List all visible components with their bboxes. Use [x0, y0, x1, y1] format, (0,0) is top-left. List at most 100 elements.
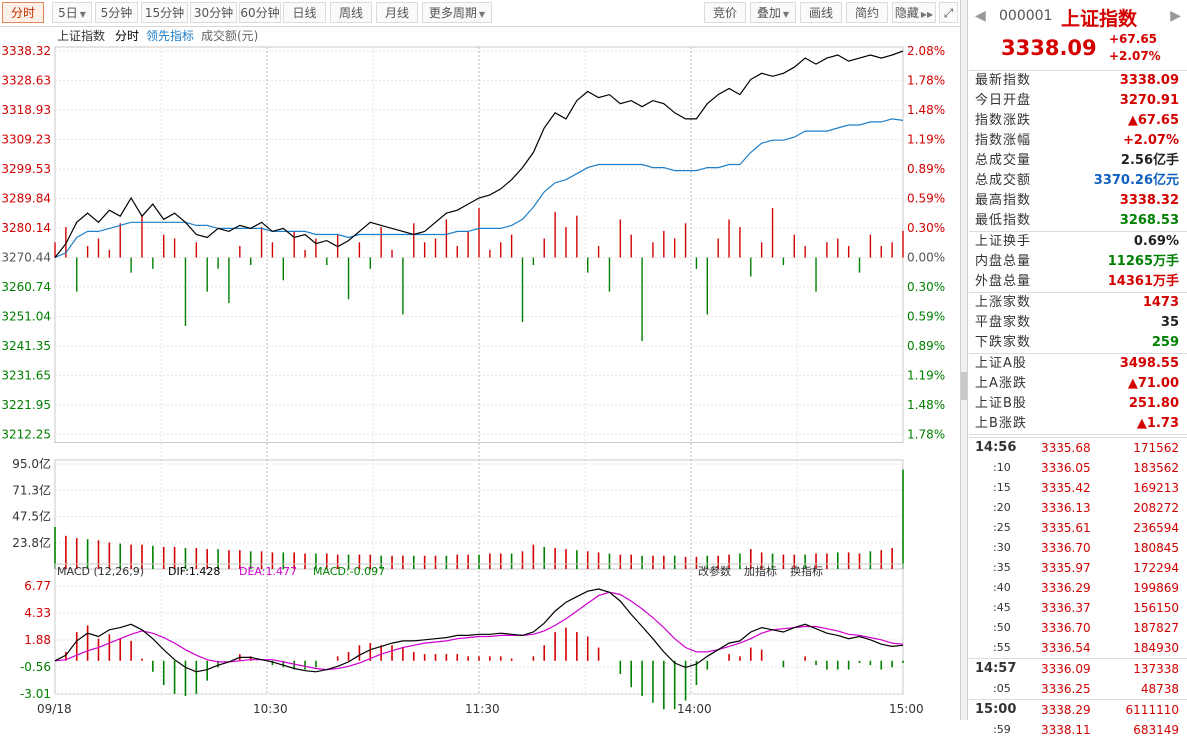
- tab-more-periods[interactable]: 更多周期 ▼: [422, 2, 492, 23]
- tab-weekly[interactable]: 周线: [330, 2, 372, 23]
- tab-5day-label: 5日: [58, 6, 78, 20]
- tick-price: 3336.13: [1041, 501, 1091, 515]
- tick-time: :35: [993, 561, 1011, 574]
- stat-row: 最高指数 3338.32: [969, 191, 1187, 211]
- tick-time: 14:57: [975, 661, 1017, 676]
- quote-panel: ◀ 000001 上证指数 ▶ 3338.09 +67.65 +2.07% 最新…: [969, 0, 1187, 737]
- tick-price: 3338.29: [1041, 703, 1091, 717]
- tick-time: :59: [993, 723, 1011, 736]
- collapse-handle-icon[interactable]: [961, 372, 967, 400]
- fullscreen-icon[interactable]: ⤢: [939, 2, 958, 23]
- macd-button: 改参数: [698, 564, 731, 578]
- auction-button[interactable]: 竞价: [704, 2, 746, 23]
- tick-time: :45: [993, 601, 1011, 614]
- volume-tick-label: 71.3亿: [12, 482, 51, 497]
- stat-row: 内盘总量 11265万手: [969, 252, 1187, 272]
- tab-5min[interactable]: 5分钟: [95, 2, 138, 23]
- tick-time: :15: [993, 481, 1011, 494]
- tick-volume: 208272: [1133, 501, 1179, 515]
- price-tick-label: 3338.32: [1, 44, 51, 58]
- tick-time: :20: [993, 501, 1011, 514]
- time-axis-label: 14:00: [677, 702, 712, 716]
- stat-value: 2.56亿手: [1120, 153, 1179, 168]
- tick-row: :59 3338.11 683149: [969, 720, 1187, 740]
- stat-label: 总成交量: [975, 153, 1032, 168]
- pct-tick-label: 1.48%: [907, 103, 945, 117]
- tab-5day[interactable]: 5日 ▼: [52, 2, 92, 23]
- tab-daily[interactable]: 日线: [283, 2, 326, 23]
- stat-value: 3270.91: [1119, 93, 1179, 108]
- tick-volume: 183562: [1133, 461, 1179, 475]
- stat-label: 最新指数: [975, 73, 1032, 88]
- macd-dea-line: [54, 591, 904, 671]
- stat-row: 上B涨跌 ▲1.73: [969, 414, 1187, 434]
- price-tick-label: 3280.14: [1, 221, 51, 235]
- price-tick-label: 3318.93: [1, 103, 51, 117]
- hide-button[interactable]: 隐藏 ▶▶: [892, 2, 936, 23]
- price-tick-label: 3221.95: [1, 398, 51, 412]
- tab-15min[interactable]: 15分钟: [141, 2, 188, 23]
- macd-button: 加指标: [744, 564, 777, 578]
- stat-row: 今日开盘 3270.91: [969, 91, 1187, 111]
- stat-row: 上证换手 0.69%: [969, 232, 1187, 252]
- tick-row: :10 3336.05 183562: [969, 458, 1187, 478]
- volume-tick-label: 95.0亿: [12, 456, 51, 471]
- avg-price-line: [54, 118, 904, 259]
- stat-value: 3370.26亿元: [1093, 173, 1179, 188]
- overlay-label: 叠加: [756, 6, 781, 20]
- macd-tick-label: -3.01: [20, 687, 51, 701]
- stat-label: 最低指数: [975, 213, 1032, 228]
- stat-value: 3498.55: [1119, 356, 1179, 371]
- tab-timeshare[interactable]: 分时: [2, 2, 44, 23]
- pct-tick-label: 0.30%: [907, 221, 945, 235]
- tick-row: :55 3336.54 184930: [969, 638, 1187, 658]
- overlay-button[interactable]: 叠加 ▼: [750, 2, 796, 23]
- draw-button[interactable]: 画线: [800, 2, 842, 23]
- pct-tick-label: 1.78%: [907, 74, 945, 88]
- stat-value: 11265万手: [1107, 254, 1179, 269]
- macd-tick-label: -0.56: [20, 660, 51, 674]
- simple-button[interactable]: 简约: [846, 2, 888, 23]
- tab-60min[interactable]: 60分钟: [239, 2, 281, 23]
- tick-price: 3336.70: [1041, 621, 1091, 635]
- chevron-down-icon: ▼: [478, 10, 486, 19]
- tick-volume: 6111110: [1125, 703, 1179, 717]
- tick-price: 3336.09: [1041, 662, 1091, 676]
- prev-arrow-icon[interactable]: ◀: [975, 8, 986, 24]
- chevron-down-icon: ▼: [79, 10, 86, 19]
- period-toolbar: 分时 5日 ▼ 5分钟 15分钟 30分钟 60分钟 日线 周线 月线 更多周期 ▼…: [0, 0, 960, 27]
- macd-title: MACD (12,26,9): [57, 565, 144, 578]
- stat-value: ▲1.73: [1136, 416, 1179, 431]
- tick-price: 3338.11: [1041, 723, 1091, 737]
- volume-tick-label: 47.5亿: [12, 509, 51, 524]
- stat-group: 上证换手 0.69% 内盘总量 11265万手 外盘总量 14361万手: [969, 232, 1187, 293]
- stat-value: 3338.09: [1119, 73, 1179, 88]
- tick-row: :50 3336.70 187827: [969, 618, 1187, 638]
- volume-tick-label: 23.8亿: [12, 535, 51, 550]
- macd-dea-label: DEA:1.477: [239, 565, 297, 578]
- stat-label: 上证换手: [975, 234, 1032, 249]
- tab-monthly[interactable]: 月线: [376, 2, 418, 23]
- pct-tick-label: 0.59%: [907, 192, 945, 206]
- stat-label: 内盘总量: [975, 254, 1032, 269]
- stat-value: +2.07%: [1123, 133, 1179, 148]
- tick-time: 14:56: [975, 440, 1017, 455]
- panel-splitter[interactable]: [960, 0, 968, 720]
- stat-value: ▲71.00: [1127, 376, 1179, 391]
- stat-value: 3338.32: [1119, 193, 1179, 208]
- macd-value-label: MACD:-0.097: [313, 565, 385, 578]
- stat-row: 指数涨幅 +2.07%: [969, 131, 1187, 151]
- price-tick-label: 3251.04: [1, 310, 51, 324]
- next-arrow-icon[interactable]: ▶: [1170, 8, 1181, 24]
- stat-group: 上涨家数 1473 平盘家数 35 下跌家数 259: [969, 293, 1187, 354]
- tick-price: 3336.25: [1041, 682, 1091, 696]
- pct-tick-label: 2.08%: [907, 44, 945, 58]
- pct-tick-label: 0.30%: [907, 280, 945, 294]
- tab-30min[interactable]: 30分钟: [190, 2, 237, 23]
- tick-time: :25: [993, 521, 1011, 534]
- stat-label: 指数涨跌: [975, 113, 1032, 128]
- stat-label: 平盘家数: [975, 315, 1032, 330]
- price-tick-label: 3212.25: [1, 428, 51, 442]
- hide-label: 隐藏: [894, 6, 919, 20]
- tick-row: :45 3336.37 156150: [969, 598, 1187, 618]
